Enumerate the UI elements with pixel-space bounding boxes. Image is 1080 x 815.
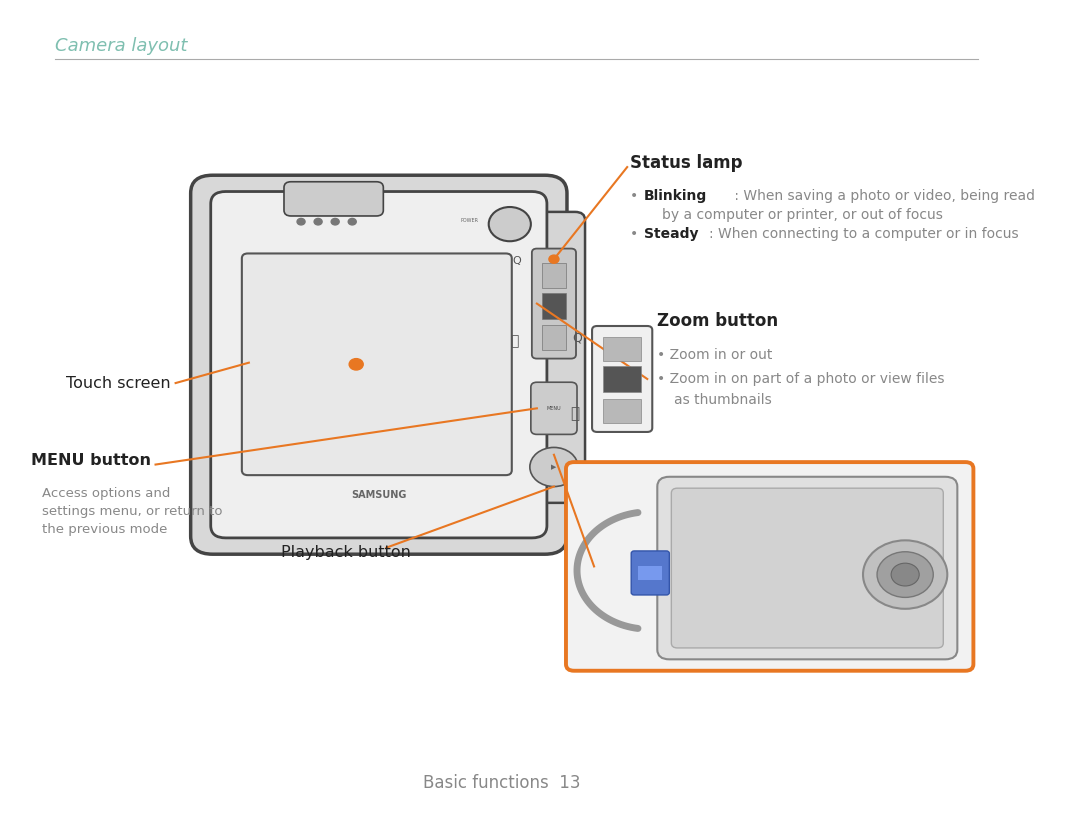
- FancyBboxPatch shape: [592, 326, 652, 432]
- Circle shape: [297, 218, 305, 225]
- Text: Q: Q: [512, 256, 522, 266]
- Text: SAMSUNG: SAMSUNG: [351, 490, 406, 500]
- Circle shape: [348, 218, 356, 225]
- Bar: [603, 399, 642, 423]
- Text: MENU button: MENU button: [30, 453, 150, 468]
- Circle shape: [549, 255, 559, 263]
- Bar: [603, 337, 642, 361]
- Text: Status lamp: Status lamp: [631, 154, 743, 172]
- Circle shape: [877, 552, 933, 597]
- Text: : When saving a photo or video, being read: : When saving a photo or video, being re…: [730, 189, 1035, 203]
- Text: Camera layout: Camera layout: [55, 37, 188, 55]
- Text: • Zoom in or out: • Zoom in or out: [658, 348, 772, 362]
- Circle shape: [314, 218, 322, 225]
- Circle shape: [891, 563, 919, 586]
- FancyBboxPatch shape: [284, 182, 383, 216]
- Text: •: •: [631, 227, 643, 240]
- FancyBboxPatch shape: [566, 462, 973, 671]
- Bar: [542, 263, 566, 288]
- Text: •: •: [631, 189, 643, 203]
- FancyBboxPatch shape: [242, 253, 512, 475]
- Text: Q: Q: [572, 332, 582, 345]
- FancyBboxPatch shape: [658, 477, 957, 659]
- Text: Steady: Steady: [645, 227, 699, 240]
- FancyBboxPatch shape: [211, 192, 546, 538]
- Text: as thumbnails: as thumbnails: [674, 393, 772, 407]
- Circle shape: [332, 218, 339, 225]
- Text: Playback button: Playback button: [281, 545, 410, 560]
- Text: ⌖: ⌖: [570, 406, 580, 421]
- Bar: [638, 566, 662, 580]
- FancyBboxPatch shape: [672, 488, 943, 648]
- Text: Basic functions  13: Basic functions 13: [423, 774, 581, 792]
- Text: Access options and
settings menu, or return to
the previous mode: Access options and settings menu, or ret…: [42, 487, 222, 536]
- Text: MENU: MENU: [546, 406, 562, 411]
- FancyBboxPatch shape: [531, 382, 577, 434]
- Text: POWER: POWER: [461, 218, 478, 222]
- Text: : When connecting to a computer or in focus: : When connecting to a computer or in fo…: [710, 227, 1020, 240]
- FancyBboxPatch shape: [531, 249, 576, 359]
- FancyBboxPatch shape: [631, 551, 670, 595]
- Bar: [542, 293, 566, 319]
- Bar: [603, 366, 642, 392]
- Text: by a computer or printer, or out of focus: by a computer or printer, or out of focu…: [662, 208, 943, 222]
- Text: Touch screen: Touch screen: [66, 376, 171, 390]
- Bar: [542, 325, 566, 350]
- Text: Blinking: Blinking: [645, 189, 707, 203]
- Text: ▶: ▶: [551, 464, 556, 470]
- Circle shape: [349, 359, 363, 370]
- Text: Zoom button: Zoom button: [658, 312, 779, 330]
- Circle shape: [489, 207, 531, 241]
- Circle shape: [863, 540, 947, 609]
- Text: ⌖: ⌖: [511, 334, 519, 349]
- Circle shape: [530, 447, 578, 487]
- FancyBboxPatch shape: [191, 175, 567, 554]
- Text: • Zoom in on part of a photo or view files: • Zoom in on part of a photo or view fil…: [658, 372, 945, 385]
- FancyBboxPatch shape: [523, 212, 585, 503]
